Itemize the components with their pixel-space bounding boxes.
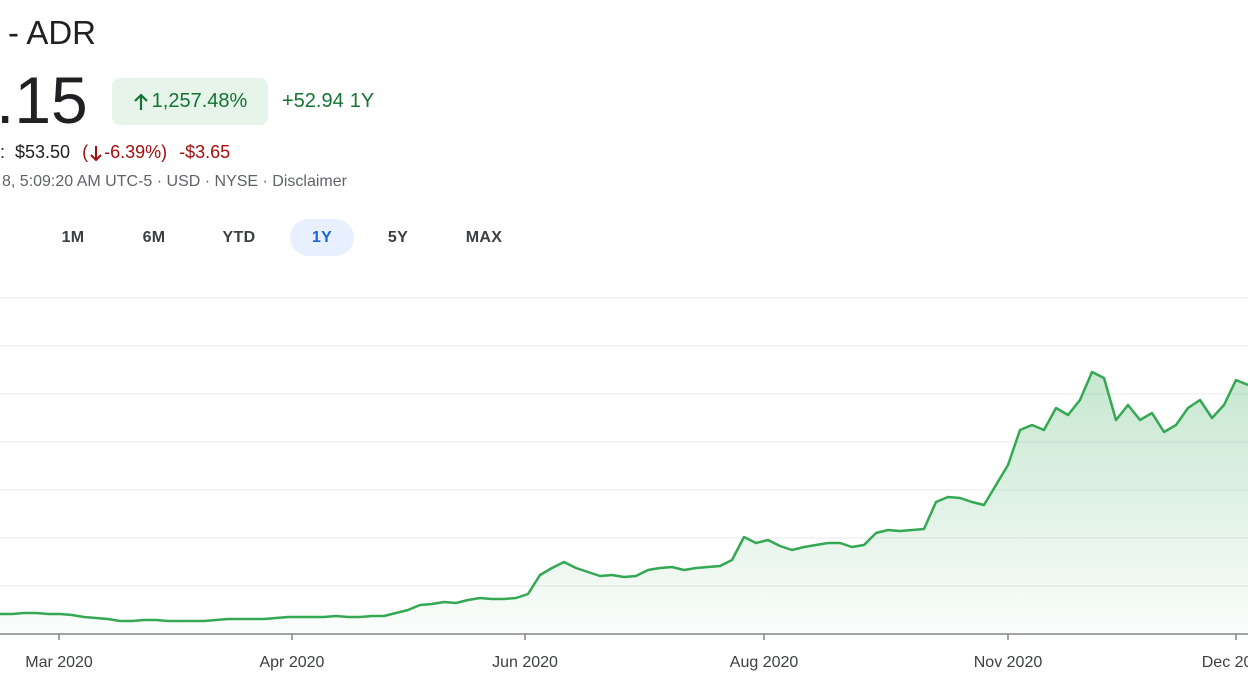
x-tick-label: Mar 2020 [25,654,93,671]
stock-title: - ADR [8,14,97,51]
price: .15 [0,63,88,137]
up-arrow-icon [133,92,148,110]
x-tick-label: Apr 2020 [259,654,324,671]
x-tick-label: Jun 2020 [492,654,558,671]
change: +52.94 [282,90,344,112]
x-tick-label: Nov 2020 [974,654,1043,671]
range-tab[interactable]: 5Y [387,229,409,246]
x-tick-label: Dec 2020 [1202,654,1248,671]
quote-info[interactable]: 8, 5:09:20 AM UTC-5 · USD · NYSE · Discl… [2,173,347,190]
price-area [0,372,1248,634]
after-hours-change: -$3.65 [179,142,231,162]
after-hours-label: : [0,142,6,162]
range-tab[interactable]: MAX [465,229,503,246]
range-tab[interactable]: 1M [61,229,85,246]
paren: ) [161,142,168,162]
down-arrow-icon [90,145,102,161]
change-percent: 1,257.48% [151,90,248,112]
range-tab[interactable]: 6M [142,229,166,246]
paren: ( [82,142,89,162]
range-tab[interactable]: 1Y [290,219,354,256]
period: 1Y [349,90,375,112]
after-hours-row: : $53.50 ( -6.39% ) -$3.65 [0,142,230,163]
price-line [0,370,1248,623]
change-row: +52.94 1Y [282,90,374,113]
after-hours-change-percent: -6.39% [104,142,162,162]
range-tab[interactable]: YTD [222,229,256,246]
change-badge: 1,257.48% [112,78,268,125]
after-hours-price: $53.50 [15,142,71,162]
x-tick-label: Aug 2020 [730,654,799,671]
